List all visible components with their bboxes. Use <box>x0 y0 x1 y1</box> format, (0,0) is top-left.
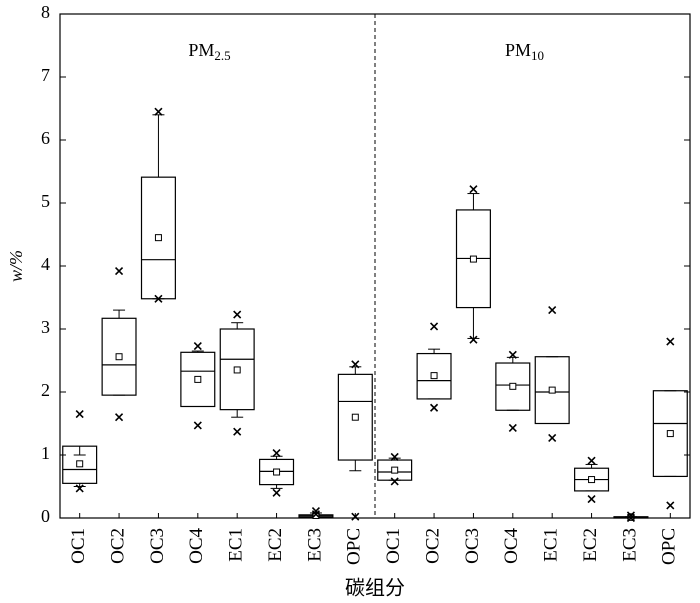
min-marker <box>626 513 636 523</box>
x-tick-label: OPC <box>659 528 680 565</box>
mean-marker <box>509 382 517 390</box>
mean-marker <box>469 255 477 263</box>
min-marker <box>469 335 478 344</box>
x-tick-label: OPC <box>344 528 365 565</box>
max-marker <box>666 337 675 346</box>
mean-marker <box>154 234 162 242</box>
box <box>652 390 688 478</box>
mean-marker <box>391 466 399 474</box>
group-label-text: PM <box>188 40 214 60</box>
mean-marker <box>76 460 84 468</box>
mean-marker <box>273 468 281 476</box>
mean-marker <box>351 413 359 421</box>
mean-marker <box>666 430 674 438</box>
group-label: PM2.5 <box>188 40 230 63</box>
x-tick-label: OC2 <box>107 528 128 564</box>
min-marker <box>508 423 517 432</box>
x-tick-label: EC1 <box>226 528 247 562</box>
x-tick-label: EC2 <box>580 528 601 562</box>
max-marker <box>114 266 124 276</box>
max-marker <box>548 306 557 315</box>
box <box>495 362 531 411</box>
group-label: PM10 <box>505 40 544 63</box>
max-marker <box>311 507 321 516</box>
mean-marker <box>194 375 202 383</box>
min-marker <box>154 294 163 303</box>
mean-marker <box>312 511 320 519</box>
min-marker <box>114 413 124 422</box>
x-axis-label: 碳组分 <box>345 577 405 600</box>
x-tick-label: OC4 <box>501 528 522 564</box>
max-marker <box>272 449 281 458</box>
x-tick-label: OC4 <box>186 528 207 564</box>
max-marker <box>75 409 84 419</box>
group-label-sub: 2.5 <box>214 48 230 63</box>
x-tick-label: OC1 <box>383 528 404 564</box>
max-marker <box>469 185 478 194</box>
y-tick-label: 5 <box>41 191 50 211</box>
min-marker <box>193 421 202 430</box>
max-marker <box>429 322 439 331</box>
mean-marker <box>548 386 556 394</box>
min-marker <box>351 512 360 521</box>
min-marker <box>390 477 399 486</box>
y-tick-label: 8 <box>41 2 50 22</box>
max-marker <box>390 452 399 461</box>
y-tick-label: 1 <box>41 443 50 463</box>
x-tick-label: EC3 <box>304 528 325 562</box>
min-marker <box>272 488 281 497</box>
y-axis-label: w/% <box>6 250 26 282</box>
x-tick-label: EC2 <box>265 528 286 562</box>
mean-marker <box>233 366 241 374</box>
mean-marker <box>430 372 438 380</box>
box <box>259 458 295 486</box>
y-tick-label: 7 <box>41 65 50 85</box>
box <box>534 356 570 425</box>
box <box>101 317 137 396</box>
mean-marker <box>115 353 123 361</box>
box <box>219 328 255 411</box>
min-marker <box>429 403 439 412</box>
x-tick-label: EC3 <box>619 528 640 562</box>
y-tick-label: 6 <box>41 128 50 148</box>
max-marker <box>626 511 636 520</box>
group-label-text: PM <box>505 40 531 60</box>
y-tick-label: 3 <box>41 317 50 337</box>
y-tick-label: 4 <box>41 254 50 274</box>
min-marker <box>311 510 321 519</box>
max-marker <box>193 341 202 351</box>
group-label-sub: 10 <box>531 48 544 63</box>
box <box>377 459 413 481</box>
x-tick-label: OC1 <box>68 528 89 564</box>
box <box>180 351 216 408</box>
x-tick-label: OC3 <box>147 528 168 564</box>
box <box>337 373 373 461</box>
max-marker <box>508 350 517 359</box>
max-marker <box>154 107 163 116</box>
y-tick-label: 0 <box>41 506 50 526</box>
max-marker <box>587 456 596 465</box>
min-marker <box>233 427 242 436</box>
min-marker <box>548 433 557 443</box>
min-marker <box>666 501 675 510</box>
max-marker <box>233 310 242 319</box>
y-tick-label: 2 <box>41 380 50 400</box>
box <box>62 445 98 484</box>
min-marker <box>587 495 596 504</box>
x-tick-label: EC1 <box>541 528 562 562</box>
box <box>416 352 452 400</box>
min-marker <box>75 484 84 493</box>
mean-marker <box>588 476 596 484</box>
x-tick-label: OC2 <box>422 528 443 564</box>
max-marker <box>351 360 360 369</box>
x-tick-label: OC3 <box>462 528 483 564</box>
